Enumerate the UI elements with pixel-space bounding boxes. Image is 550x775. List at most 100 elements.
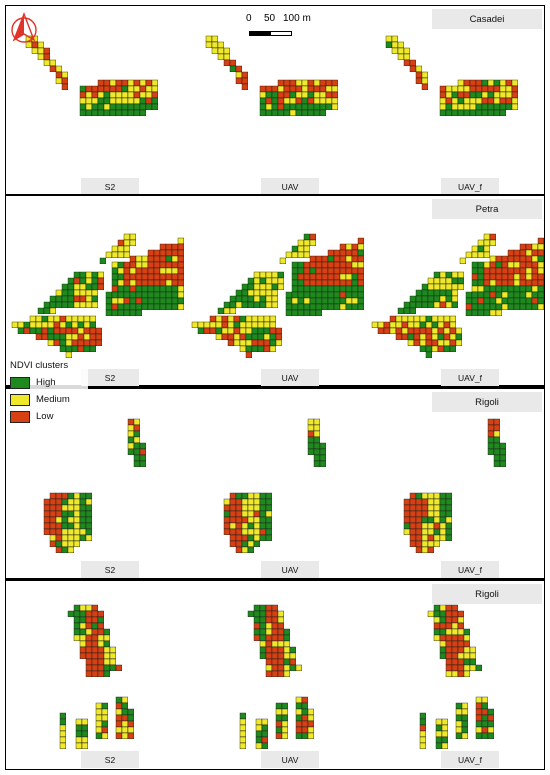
- ndvi-grid-cell: [239, 712, 247, 720]
- ndvi-grid-cell: [315, 279, 323, 287]
- ndvi-grid-cell: [307, 85, 315, 93]
- ndvi-grid-cell: [259, 109, 267, 117]
- ndvi-grid-cell: [233, 315, 241, 323]
- ndvi-grid-cell: [177, 273, 185, 281]
- ndvi-grid-cell: [61, 83, 69, 91]
- ndvi-grid-cell: [495, 297, 503, 305]
- ndvi-grid-cell: [255, 724, 263, 732]
- ndvi-grid-cell: [489, 267, 497, 275]
- ndvi-grid-cell: [79, 634, 87, 642]
- ndvi-grid-cell: [439, 277, 447, 285]
- ndvi-grid-cell: [285, 297, 293, 305]
- ndvi-grid-cell: [91, 85, 99, 93]
- ndvi-grid-cell: [409, 295, 417, 303]
- ndvi-grid-cell: [297, 261, 305, 269]
- ndvi-grid-cell: [493, 109, 501, 117]
- ndvi-grid-cell: [141, 261, 149, 269]
- ndvi-grid-cell: [489, 309, 497, 317]
- ndvi-grid-cell: [265, 295, 273, 303]
- ndvi-grid-cell: [433, 534, 441, 542]
- ndvi-grid-cell: [85, 634, 93, 642]
- ndvi-grid-cell: [439, 85, 447, 93]
- ndvi-grid-cell: [55, 504, 63, 512]
- ndvi-grid-cell: [97, 283, 105, 291]
- ndvi-grid-cell: [325, 85, 333, 93]
- ndvi-grid-cell: [85, 640, 93, 648]
- ndvi-grid-cell: [141, 267, 149, 275]
- ndvi-grid-cell: [271, 652, 279, 660]
- ndvi-grid-cell: [325, 79, 333, 87]
- ndvi-grid-cell: [321, 285, 329, 293]
- ndvi-grid-cell: [159, 261, 167, 269]
- ndvi-grid-cell: [153, 261, 161, 269]
- ndvi-grid-cell: [531, 285, 539, 293]
- ndvi-grid-cell: [465, 251, 473, 259]
- ndvi-grid-cell: [277, 103, 285, 111]
- ndvi-grid-cell: [327, 291, 335, 299]
- ndvi-grid-cell: [153, 291, 161, 299]
- map-panel-casadei: Casadei S2 UAV UAV_f 0 50 100 m: [5, 5, 545, 195]
- ndvi-grid-cell: [227, 327, 235, 335]
- ndvi-grid-cell: [259, 277, 267, 285]
- ndvi-grid-cell: [455, 726, 463, 734]
- ndvi-grid-cell: [483, 233, 491, 241]
- ndvi-grid-cell: [301, 726, 309, 734]
- ndvi-grid-cell: [115, 97, 123, 105]
- ndvi-grid-cell: [471, 297, 479, 305]
- ndvi-grid-cell: [313, 460, 321, 468]
- ndvi-grid-cell: [297, 239, 305, 247]
- ndvi-grid-cell: [133, 91, 141, 99]
- ndvi-grid-cell: [441, 718, 449, 726]
- ndvi-grid-cell: [79, 289, 87, 297]
- ndvi-grid-cell: [351, 261, 359, 269]
- ndvi-grid-cell: [55, 77, 63, 85]
- ndvi-grid-cell: [263, 321, 271, 329]
- ndvi-grid-cell: [385, 41, 393, 49]
- ndvi-grid-cell: [259, 534, 267, 542]
- ndvi-grid-cell: [83, 321, 91, 329]
- ndvi-grid-cell: [97, 103, 105, 111]
- ndvi-grid-cell: [477, 273, 485, 281]
- ndvi-grid-cell: [117, 285, 125, 293]
- ndvi-grid-cell: [247, 289, 255, 297]
- ndvi-grid-cell: [91, 622, 99, 630]
- ndvi-grid-cell: [215, 315, 223, 323]
- ndvi-grid-cell: [489, 303, 497, 311]
- ndvi-grid-cell: [229, 510, 237, 518]
- ndvi-grid-cell: [111, 297, 119, 305]
- ndvi-grid-cell: [85, 504, 93, 512]
- ndvi-grid-cell: [439, 634, 447, 642]
- ndvi-grid-cell: [177, 291, 185, 299]
- ndvi-grid-cell: [499, 91, 507, 99]
- ndvi-grid-cell: [73, 534, 81, 542]
- ndvi-grid-cell: [537, 255, 545, 263]
- ndvi-grid-cell: [481, 708, 489, 716]
- ndvi-grid-cell: [483, 285, 491, 293]
- ndvi-grid-cell: [153, 279, 161, 287]
- ndvi-grid-cell: [227, 339, 235, 347]
- ndvi-grid-cell: [85, 301, 93, 309]
- ndvi-grid-cell: [133, 454, 141, 462]
- ndvi-grid-cell: [239, 718, 247, 726]
- ndvi-grid-cell: [501, 261, 509, 269]
- ndvi-grid-cell: [309, 273, 317, 281]
- ndvi-grid-cell: [271, 85, 279, 93]
- ndvi-grid-cell: [235, 504, 243, 512]
- ndvi-grid-cell: [499, 454, 507, 462]
- ndvi-grid-cell: [339, 291, 347, 299]
- ndvi-grid-cell: [495, 309, 503, 317]
- ndvi-grid-cell: [413, 333, 421, 341]
- ndvi-grid-cell: [415, 301, 423, 309]
- ndvi-grid-cell: [159, 303, 167, 311]
- ndvi-grid-cell: [91, 295, 99, 303]
- ndvi-grid-cell: [97, 85, 105, 93]
- ndvi-grid-cell: [357, 261, 365, 269]
- ndvi-grid-cell: [307, 448, 315, 456]
- ndvi-grid-cell: [259, 516, 267, 524]
- ndvi-grid-cell: [265, 670, 273, 678]
- ndvi-grid-cell: [49, 528, 57, 536]
- ndvi-grid-cell: [265, 622, 273, 630]
- ndvi-grid-cell: [493, 442, 501, 450]
- ndvi-grid-cell: [43, 522, 51, 530]
- ndvi-grid-cell: [439, 628, 447, 636]
